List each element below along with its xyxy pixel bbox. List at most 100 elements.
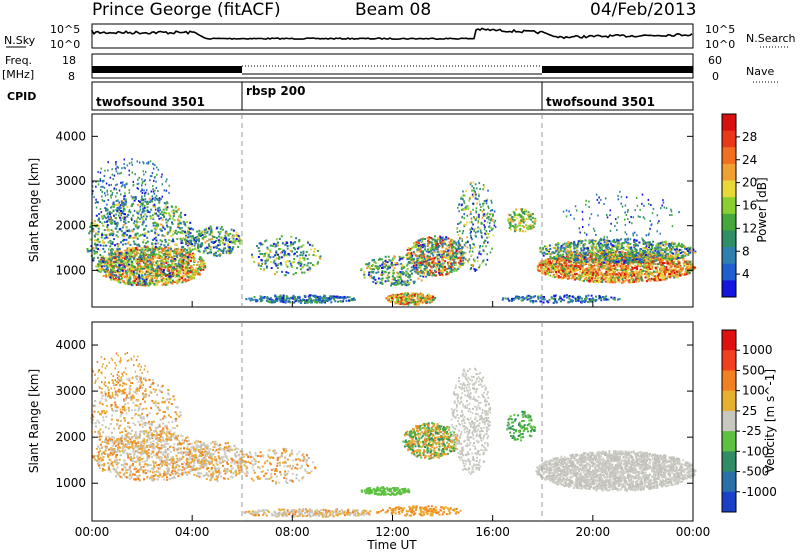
power-cell: [103, 233, 106, 236]
power-cell: [107, 260, 109, 263]
power-cell: [296, 267, 299, 270]
power-cell: [150, 208, 153, 211]
power-cell: [163, 202, 166, 204]
power-cell: [282, 296, 285, 299]
power-cell: [554, 269, 557, 272]
cpid-segment-3-label: twofsound 3501: [546, 95, 655, 109]
power-cell: [209, 225, 212, 228]
power-cell: [432, 272, 435, 275]
power-cell: [98, 241, 101, 244]
power-cell: [92, 228, 95, 231]
power-cell: [412, 251, 415, 253]
power-cell: [400, 299, 403, 302]
power-cell: [97, 238, 99, 241]
power-cell: [271, 300, 274, 303]
power-cell: [117, 262, 120, 265]
power-cell: [387, 271, 390, 274]
power-cell: [151, 197, 154, 200]
power-cell: [219, 227, 222, 230]
power-cell: [149, 211, 151, 214]
power-cell: [484, 232, 486, 235]
power-cell: [267, 300, 270, 303]
power-cell: [388, 276, 391, 279]
power-cell: [198, 250, 201, 253]
power-cell: [482, 260, 484, 263]
power-cell: [228, 238, 231, 241]
power-cell: [462, 259, 464, 262]
power-cell: [401, 302, 404, 305]
power-cell: [145, 224, 148, 227]
power-cell: [126, 182, 128, 185]
power-cell: [319, 257, 321, 260]
power-cell: [636, 255, 639, 258]
power-cell: [165, 261, 168, 264]
power-cell: [160, 216, 163, 219]
power-cell: [390, 284, 392, 287]
power-cell: [200, 242, 203, 245]
power-cell: [155, 186, 158, 189]
power-cell: [171, 268, 174, 271]
power-cell: [419, 248, 422, 251]
power-cell: [672, 263, 675, 265]
power-cell: [432, 248, 435, 251]
power-cell: [486, 221, 489, 224]
power-cell: [326, 299, 329, 302]
power-cell: [173, 272, 176, 275]
power-cell: [111, 205, 114, 208]
power-cell: [123, 166, 125, 169]
power-cell: [465, 207, 468, 210]
power-cell: [192, 237, 195, 240]
power-cell: [132, 265, 135, 268]
power-cell: [438, 261, 441, 263]
power-cell: [180, 248, 183, 251]
power-cell: [118, 279, 120, 282]
power-cell: [338, 296, 341, 299]
power-cell: [158, 254, 160, 257]
power-cell: [154, 274, 157, 277]
power-cell: [142, 239, 145, 241]
power-cell: [165, 189, 168, 192]
power-cell: [456, 267, 459, 270]
power-cell: [278, 257, 280, 260]
power-cell: [146, 284, 148, 287]
power-cell: [223, 237, 226, 240]
power-cell: [189, 232, 192, 235]
power-cell: [192, 228, 195, 231]
power-cell: [188, 253, 191, 256]
power-cell: [173, 255, 176, 258]
power-cell: [115, 217, 118, 220]
power-cell: [433, 250, 436, 253]
power-cell: [279, 248, 282, 250]
power-cell: [115, 200, 118, 202]
power-cell: [263, 255, 265, 258]
power-cell: [100, 256, 103, 259]
power-cell: [153, 227, 156, 230]
power-cell: [463, 213, 465, 216]
power-cell: [205, 246, 208, 249]
power-cell: [611, 281, 614, 284]
power-cell: [129, 277, 132, 280]
power-cell: [220, 237, 223, 239]
power-cell: [486, 236, 488, 239]
power-cell: [193, 269, 195, 272]
power-cell: [124, 219, 127, 222]
power-cell: [299, 299, 302, 302]
power-cell: [477, 266, 480, 269]
power-cell: [97, 219, 100, 222]
power-cell: [184, 248, 186, 251]
power-cell: [96, 264, 98, 267]
power-cell: [272, 261, 275, 264]
power-cell: [449, 252, 451, 255]
power-cell: [409, 275, 412, 278]
power-cell: [413, 264, 416, 267]
power-cell: [162, 264, 164, 267]
power-cell: [383, 265, 386, 268]
power-cell: [658, 269, 661, 272]
power-cell: [134, 223, 137, 226]
power-cell: [423, 265, 426, 268]
power-cell: [479, 264, 481, 267]
power-cell: [289, 249, 292, 252]
power-cell: [272, 301, 275, 304]
power-cell: [576, 260, 579, 262]
power-cell: [401, 292, 404, 295]
